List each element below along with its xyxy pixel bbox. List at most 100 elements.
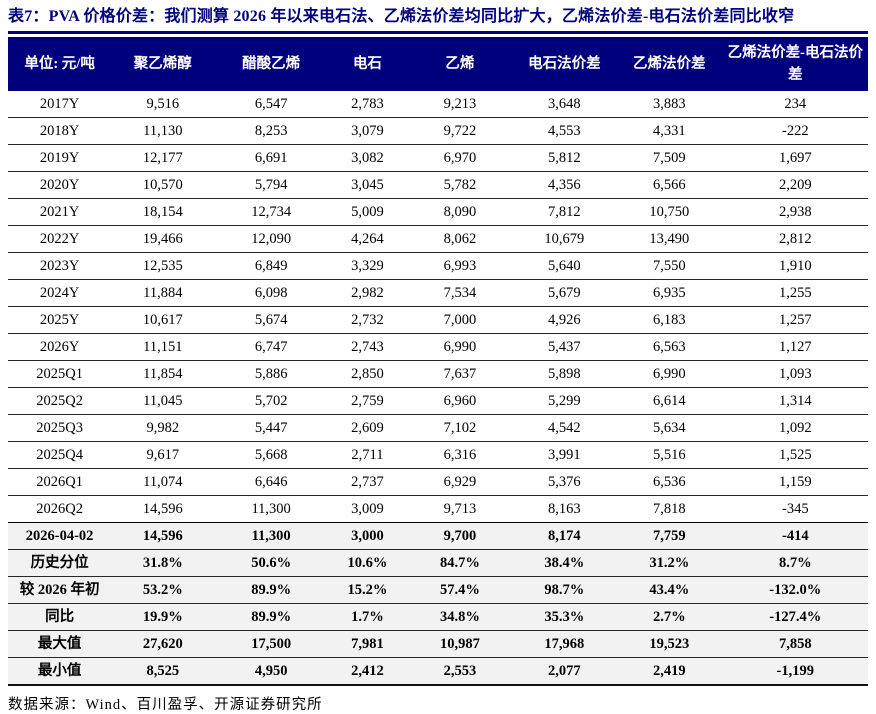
value-cell: 10,987 (407, 630, 513, 658)
header-cell-carbide: 电石 (327, 37, 407, 92)
header-cell-ethylene: 乙烯 (407, 37, 513, 92)
table-row: 2019Y 12,177 6,691 3,082 6,970 5,812 7,509 1,69… (8, 144, 868, 172)
table-row: 2020Y 10,570 5,794 3,045 5,782 4,356 6,566 2,20… (8, 171, 868, 199)
value-cell: 1,697 (722, 144, 868, 172)
row-label: 2022Y (8, 225, 112, 253)
value-cell: 5,886 (214, 360, 328, 388)
value-cell: 5,437 (512, 333, 616, 361)
value-cell: 13,490 (615, 225, 723, 253)
row-label: 2017Y (39, 96, 80, 113)
value-cell: 2,711 (327, 441, 407, 469)
value-cell: 6,566 (615, 171, 723, 199)
value-cell: 2,982 (327, 279, 407, 307)
value-cell: 6,646 (214, 468, 328, 496)
value-cell: 34.8% (407, 603, 513, 631)
value-cell: 5,376 (512, 468, 616, 496)
value-cell: 2,077 (512, 657, 616, 687)
pva-price-spread-table: 单位: 元/吨 聚乙烯醇 醋酸乙烯 电石 乙烯 电石法价差 乙烯法价差 乙烯法价… (8, 37, 868, 687)
value-cell: 5,668 (214, 441, 328, 469)
value-cell: 9,982 (111, 414, 215, 442)
value-cell: 2,938 (722, 198, 868, 226)
value-cell: 27,620 (111, 630, 215, 658)
row-label: 最小值 (8, 657, 112, 687)
data-source: 数据来源：Wind、百川盈孚、开源证券研究所 (8, 697, 323, 714)
value-cell: 6,960 (407, 387, 513, 415)
value-cell: 10,617 (111, 306, 215, 334)
row-label: 2025Q4 (8, 441, 112, 469)
value-cell: 98.7% (512, 576, 616, 604)
value-cell: 6,614 (615, 387, 723, 415)
value-cell: 9,617 (111, 441, 215, 469)
value-cell: 7,981 (327, 630, 407, 658)
value-cell: 7,550 (615, 252, 723, 280)
table-row: 最大值 27,620 17,500 7,981 10,987 17,968 19,523 7,… (8, 630, 868, 658)
value-cell: 7,000 (407, 306, 513, 334)
value-cell: 2,553 (407, 657, 513, 687)
table-row: 2021Y 18,154 12,734 5,009 8,090 7,812 10,750 2,… (8, 198, 868, 226)
value-cell: 8,062 (407, 225, 513, 253)
value-cell: 5,679 (512, 279, 616, 307)
value-cell: 6,849 (214, 252, 328, 280)
value-cell: 5,640 (512, 252, 616, 280)
row-label: 2026-04-02 (8, 522, 112, 550)
row-label: 历史分位 (8, 549, 112, 577)
table-row: 最小值 8,525 4,950 2,412 2,553 2,077 2,419 -1,199 (8, 657, 868, 687)
value-cell: 18,154 (111, 198, 215, 226)
value-cell: 1,910 (722, 252, 868, 280)
value-cell: 4,950 (214, 657, 328, 687)
table-row: 2026Q1 11,074 6,646 2,737 6,929 5,376 6,536 1,1… (8, 468, 868, 496)
value-cell: 14,596 (111, 495, 215, 523)
value-cell: 5,299 (512, 387, 616, 415)
value-cell: 5,674 (214, 306, 328, 334)
value-cell: 2,743 (327, 333, 407, 361)
value-cell: 5,634 (615, 414, 723, 442)
value-cell: -1,199 (722, 657, 868, 687)
value-cell: 2,419 (615, 657, 723, 687)
value-cell: 7,858 (722, 630, 868, 658)
row-label: 2025Q3 (8, 414, 112, 442)
value-cell: 14,596 (111, 522, 215, 550)
table-title: 表7：PVA 价格价差：我们测算 2026 年以来电石法、乙烯法价差均同比扩大，… (8, 8, 795, 25)
value-cell: 35.3% (512, 603, 616, 631)
row-label: 2025Q2 (8, 387, 112, 415)
table-row: 2025Y 10,617 5,674 2,732 7,000 4,926 6,183 1,25… (8, 306, 868, 334)
value-cell: 12,734 (214, 198, 328, 226)
value-cell: 10,679 (512, 225, 616, 253)
value-cell: 89.9% (214, 603, 328, 631)
table-row: 2025Q1 11,854 5,886 2,850 7,637 5,898 6,990 1,0… (8, 360, 868, 388)
table-row: 2023Y 12,535 6,849 3,329 6,993 5,640 7,550 1,91… (8, 252, 868, 280)
value-cell: 2.7% (615, 603, 723, 631)
value-cell: 1,255 (722, 279, 868, 307)
table-row: 2022Y 19,466 12,090 4,264 8,062 10,679 13,490 2… (8, 225, 868, 253)
value-cell: 8,163 (512, 495, 616, 523)
value-cell: -127.4% (722, 603, 868, 631)
value-cell: 4,542 (512, 414, 616, 442)
value-cell: 9,713 (407, 495, 513, 523)
table-row: 2025Q3 9,982 5,447 2,609 7,102 4,542 5,634 1,09… (8, 414, 868, 442)
value-cell: 4,356 (512, 171, 616, 199)
value-cell: 11,045 (111, 387, 215, 415)
header-row: 单位: 元/吨 聚乙烯醇 醋酸乙烯 电石 乙烯 电石法价差 乙烯法价差 乙烯法价… (8, 37, 868, 92)
value-cell: 5,812 (512, 144, 616, 172)
value-cell: 6,747 (214, 333, 328, 361)
row-label: 2023Y (8, 252, 112, 280)
value-cell: 5,516 (615, 441, 723, 469)
value-cell: 4,331 (615, 117, 723, 145)
value-cell: 2,209 (722, 171, 868, 199)
table-row: 同比 19.9% 89.9% 1.7% 34.8% 35.3% 2.7% -127.4% (8, 603, 868, 631)
header-cell-carbide-spread: 电石法价差 (512, 37, 616, 92)
row-label: 2020Y (8, 171, 112, 199)
header-cell-ethylene-spread: 乙烯法价差 (615, 37, 723, 92)
value-cell: 3,883 (652, 96, 686, 113)
value-cell: 8,090 (407, 198, 513, 226)
value-cell: 3,648 (548, 96, 581, 113)
table-row: 2025Q2 11,045 5,702 2,759 6,960 5,299 6,614 1,3… (8, 387, 868, 415)
value-cell: 6,563 (615, 333, 723, 361)
header-cell-spread-diff: 乙烯法价差-电石法价差 (722, 37, 868, 92)
value-cell: 84.7% (407, 549, 513, 577)
value-cell: 10.6% (327, 549, 407, 577)
value-cell: 15.2% (327, 576, 407, 604)
value-cell: 31.8% (111, 549, 215, 577)
header-cell-vam: 醋酸乙烯 (214, 37, 328, 92)
